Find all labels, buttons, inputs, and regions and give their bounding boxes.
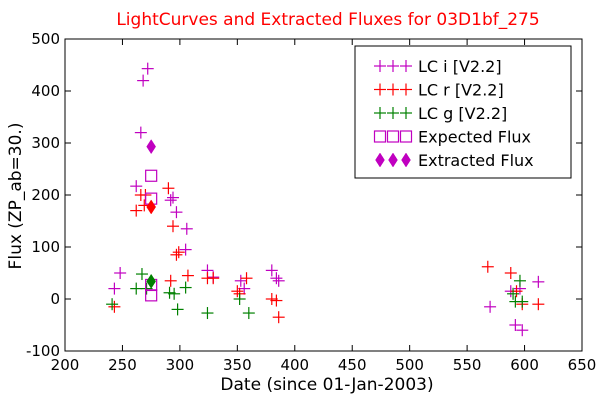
- legend-marker-1: [400, 83, 412, 96]
- data-point-series-1: [270, 294, 283, 307]
- x-tick-label: 450: [338, 356, 367, 374]
- y-tick-label: 300: [31, 134, 60, 152]
- data-point-series-0: [180, 222, 193, 235]
- data-point-series-3: [145, 289, 158, 302]
- legend-label: Expected Flux: [418, 128, 531, 147]
- legend-marker-3: [373, 130, 387, 143]
- data-point-series-2: [179, 281, 192, 294]
- data-point-series-4: [146, 199, 156, 215]
- y-axis-ticks: -100 0 100 200 300 400 500: [26, 30, 582, 360]
- data-point-series-0: [516, 324, 529, 337]
- x-axis-ticks: 200 250 300 350 400 450 500 550 600 650: [51, 39, 597, 374]
- data-point-series-1: [231, 285, 244, 298]
- data-point-series-0: [484, 300, 497, 313]
- data-point-series-2: [140, 282, 153, 295]
- data-point-series-0: [179, 243, 192, 256]
- data-point-series-1: [172, 246, 185, 259]
- data-point-series-2: [135, 268, 148, 281]
- data-point-series-0: [272, 274, 285, 287]
- y-tick-label: 200: [31, 186, 60, 204]
- data-point-series-0: [141, 62, 154, 75]
- data-point-series-0: [265, 264, 278, 277]
- data-point-series-2: [168, 287, 181, 300]
- legend-marker-0: [374, 60, 386, 72]
- data-point-series-1: [164, 274, 177, 287]
- x-tick-label: 500: [395, 356, 424, 374]
- legend-marker-1: [374, 83, 386, 96]
- data-point-series-2: [507, 287, 520, 300]
- legend-marker-0: [387, 60, 399, 72]
- data-point-series-0: [170, 206, 183, 219]
- data-point-series-0: [166, 191, 179, 204]
- legend-marker-4: [375, 152, 385, 168]
- data-point-series-1: [162, 182, 175, 195]
- legend-label: Extracted Flux: [418, 151, 534, 170]
- data-point-series-0: [509, 319, 522, 331]
- y-tick-label: 400: [31, 82, 60, 100]
- data-point-series-2: [516, 295, 529, 308]
- data-point-series-0: [234, 274, 247, 287]
- legend-marker-2: [400, 107, 412, 119]
- y-tick-label: 0: [50, 290, 60, 308]
- data-point-series-2: [513, 274, 526, 287]
- data-point-series-3: [145, 169, 158, 182]
- data-point-series-1: [481, 260, 494, 273]
- legend-label: LC i [V2.2]: [418, 57, 502, 76]
- data-marks: [106, 62, 545, 337]
- data-point-series-1: [108, 300, 121, 313]
- data-point-series-1: [510, 285, 523, 298]
- data-point-series-2: [106, 298, 119, 311]
- data-point-series-1: [504, 267, 517, 279]
- x-tick-label: 400: [280, 356, 309, 374]
- chart-title: LightCurves and Extracted Fluxes for 03D…: [116, 10, 539, 30]
- data-point-series-4: [146, 273, 156, 289]
- data-point-series-1: [181, 269, 194, 282]
- y-tick-label: 100: [31, 238, 60, 256]
- data-point-series-0: [270, 272, 283, 285]
- legend-label: LC g [V2.2]: [418, 104, 507, 123]
- data-point-series-1: [240, 272, 253, 285]
- legend-marker-4: [388, 152, 398, 168]
- data-point-series-2: [242, 307, 255, 320]
- data-point-series-1: [207, 272, 220, 285]
- data-point-series-2: [201, 307, 214, 320]
- x-axis-label: Date (since 01-Jan-2003): [220, 375, 433, 395]
- x-tick-label: 300: [166, 356, 195, 374]
- data-point-series-4: [146, 139, 156, 155]
- legend-marker-3: [399, 130, 413, 143]
- data-point-series-1: [170, 248, 183, 261]
- legend: LC i [V2.2] LC r [V2.2] LC g [V2.2] Expecte…: [354, 45, 572, 179]
- legend-marker-2: [387, 107, 399, 119]
- legend-marker-3: [386, 130, 400, 143]
- x-tick-label: 550: [453, 356, 482, 374]
- data-point-series-0: [532, 275, 545, 288]
- x-tick-label: 650: [568, 356, 597, 374]
- x-tick-label: 200: [51, 356, 80, 374]
- data-point-series-2: [233, 293, 246, 305]
- data-point-series-1: [532, 298, 545, 311]
- data-point-series-0: [137, 74, 150, 87]
- x-tick-label: 600: [510, 356, 539, 374]
- data-point-series-2: [130, 282, 143, 295]
- data-point-series-0: [130, 180, 143, 193]
- x-tick-label: 350: [223, 356, 252, 374]
- legend-marker-4: [401, 152, 411, 168]
- legend-label: LC r [V2.2]: [418, 81, 504, 100]
- y-tick-label: -100: [26, 342, 60, 360]
- data-point-series-1: [166, 220, 179, 233]
- data-point-series-0: [108, 282, 121, 295]
- legend-marker-1: [387, 83, 399, 96]
- y-axis-label: Flux (ZP_ab=30.): [6, 123, 26, 270]
- data-point-series-0: [164, 194, 177, 207]
- data-point-series-1: [272, 311, 285, 324]
- data-point-series-0: [114, 267, 127, 279]
- data-point-series-1: [130, 204, 143, 217]
- x-tick-label: 250: [108, 356, 137, 374]
- data-point-series-2: [171, 303, 184, 316]
- data-point-series-0: [134, 126, 147, 139]
- legend-marker-0: [400, 60, 412, 72]
- legend-marker-2: [374, 107, 386, 119]
- y-tick-label: 500: [31, 30, 60, 48]
